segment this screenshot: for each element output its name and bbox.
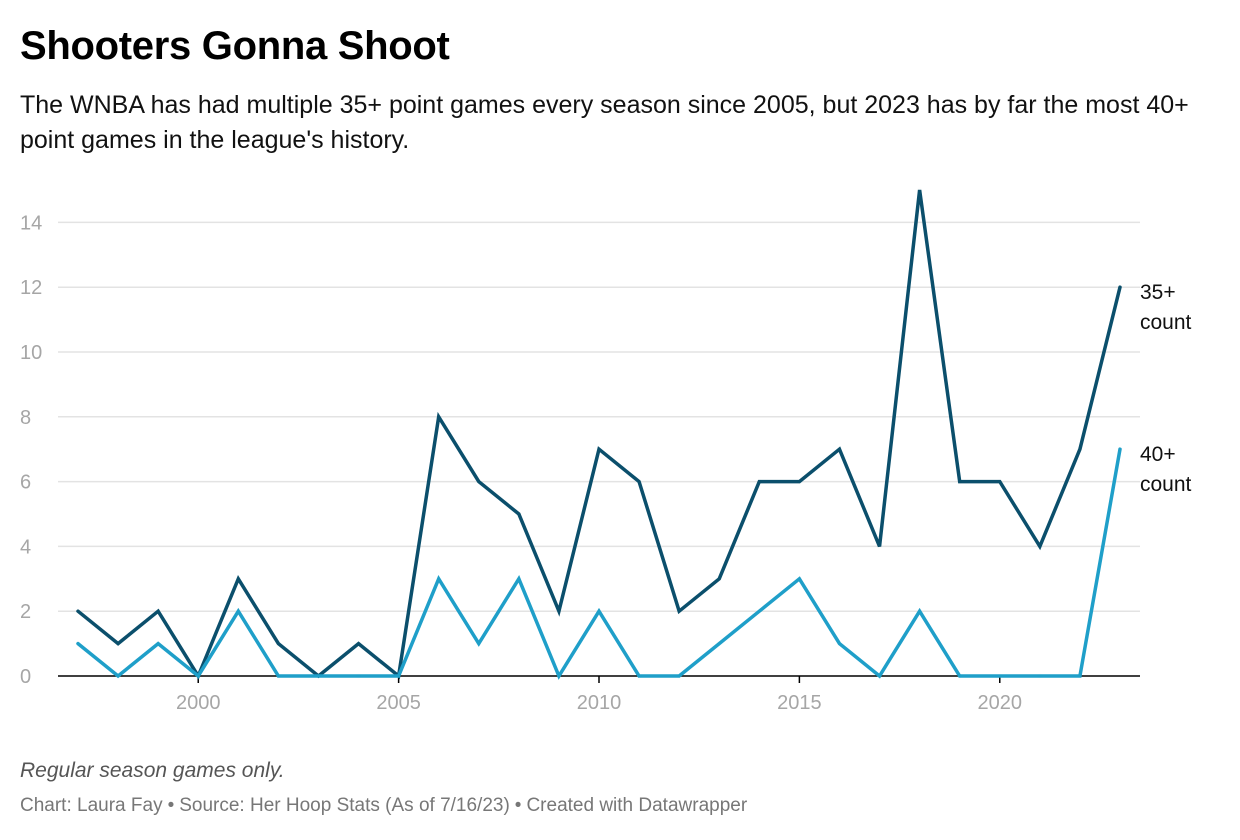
x-tick-label: 2000 (176, 692, 221, 714)
data-point-40-count (717, 641, 722, 646)
y-tick-label: 4 (20, 536, 31, 558)
data-point-35-count (476, 479, 481, 484)
data-point-35-count (797, 479, 802, 484)
footer-chart-by: Chart: Laura Fay (20, 795, 163, 816)
data-point-35-count (677, 609, 682, 614)
data-point-40-count (276, 674, 281, 679)
x-tick-label: 2005 (376, 692, 421, 714)
chart-footer: Chart: Laura Fay • Source: Her Hoop Stats … (20, 792, 747, 820)
series-lines (76, 188, 1123, 680)
data-point-40-count (1077, 674, 1082, 679)
data-point-40-count (76, 641, 81, 646)
data-point-35-count (917, 188, 922, 193)
y-tick-label: 14 (20, 212, 42, 234)
series-label-40-count: count (1140, 473, 1192, 496)
data-point-35-count (877, 544, 882, 549)
series-label-35-count: 35+ (1140, 281, 1176, 304)
footer-separator: • (514, 795, 522, 816)
data-point-40-count (597, 609, 602, 614)
y-tick-label: 0 (20, 666, 31, 688)
data-point-35-count (116, 641, 121, 646)
y-tick-label: 12 (20, 277, 42, 299)
data-point-40-count (316, 674, 321, 679)
series-line-40-count (76, 447, 1122, 680)
data-point-35-count (436, 414, 441, 419)
data-point-40-count (236, 609, 241, 614)
data-point-40-count (516, 576, 521, 581)
data-point-40-count (556, 674, 561, 679)
data-point-40-count (757, 609, 762, 614)
data-point-40-count (356, 674, 361, 679)
chart-note: Regular season games only. (20, 759, 285, 782)
y-tick-label: 8 (20, 407, 31, 429)
data-point-35-count (1077, 447, 1082, 452)
data-point-35-count (1037, 544, 1042, 549)
chart-title: Shooters Gonna Shoot (20, 24, 450, 68)
grid-lines (58, 221, 1140, 612)
data-point-35-count (516, 512, 521, 517)
data-point-35-count (1118, 285, 1123, 290)
axes: 0 2 4 6 8 10 12 14 2000 2005 2010 2015 2020 (20, 212, 1140, 714)
x-tick-label: 2015 (777, 692, 822, 714)
y-tick-label: 2 (20, 601, 31, 623)
y-tick-label: 10 (20, 342, 42, 364)
line-chart: 0 2 4 6 8 10 12 14 2000 2005 2010 2015 2020 35+ count… (20, 188, 1192, 714)
data-point-40-count (997, 674, 1002, 679)
data-point-35-count (597, 447, 602, 452)
data-point-40-count (476, 641, 481, 646)
series-line-35-count (76, 189, 1122, 680)
data-point-40-count (1118, 447, 1123, 452)
x-tick-label: 2010 (577, 692, 622, 714)
data-point-35-count (637, 479, 642, 484)
series-label-35-count: count (1140, 311, 1192, 334)
data-point-40-count (156, 641, 161, 646)
x-tick-label: 2020 (978, 692, 1023, 714)
data-point-40-count (396, 674, 401, 679)
data-point-40-count (677, 674, 682, 679)
data-point-40-count (1037, 674, 1042, 679)
footer-source: Source: Her Hoop Stats (As of 7/16/23) (179, 795, 510, 816)
data-point-40-count (917, 609, 922, 614)
data-point-35-count (276, 641, 281, 646)
data-point-35-count (556, 609, 561, 614)
data-point-40-count (116, 674, 121, 679)
data-point-35-count (997, 479, 1002, 484)
data-point-40-count (797, 576, 802, 581)
data-point-40-count (837, 641, 842, 646)
data-point-35-count (156, 609, 161, 614)
data-point-35-count (837, 447, 842, 452)
footer-separator: • (167, 795, 175, 816)
data-point-35-count (757, 479, 762, 484)
data-point-35-count (356, 641, 361, 646)
data-point-40-count (196, 674, 201, 679)
footer-created-with[interactable]: Created with Datawrapper (526, 795, 748, 816)
data-point-35-count (76, 609, 81, 614)
series-label-40-count: 40+ (1140, 443, 1176, 466)
data-point-35-count (957, 479, 962, 484)
data-point-40-count (957, 674, 962, 679)
y-tick-label: 6 (20, 472, 31, 494)
data-point-35-count (717, 576, 722, 581)
data-point-35-count (236, 576, 241, 581)
data-point-40-count (637, 674, 642, 679)
data-point-40-count (877, 674, 882, 679)
data-point-40-count (436, 576, 441, 581)
series-labels: 35+ count 40+ count (1140, 281, 1192, 496)
chart-subtitle: The WNBA has had multiple 35+ point game… (20, 91, 1189, 154)
